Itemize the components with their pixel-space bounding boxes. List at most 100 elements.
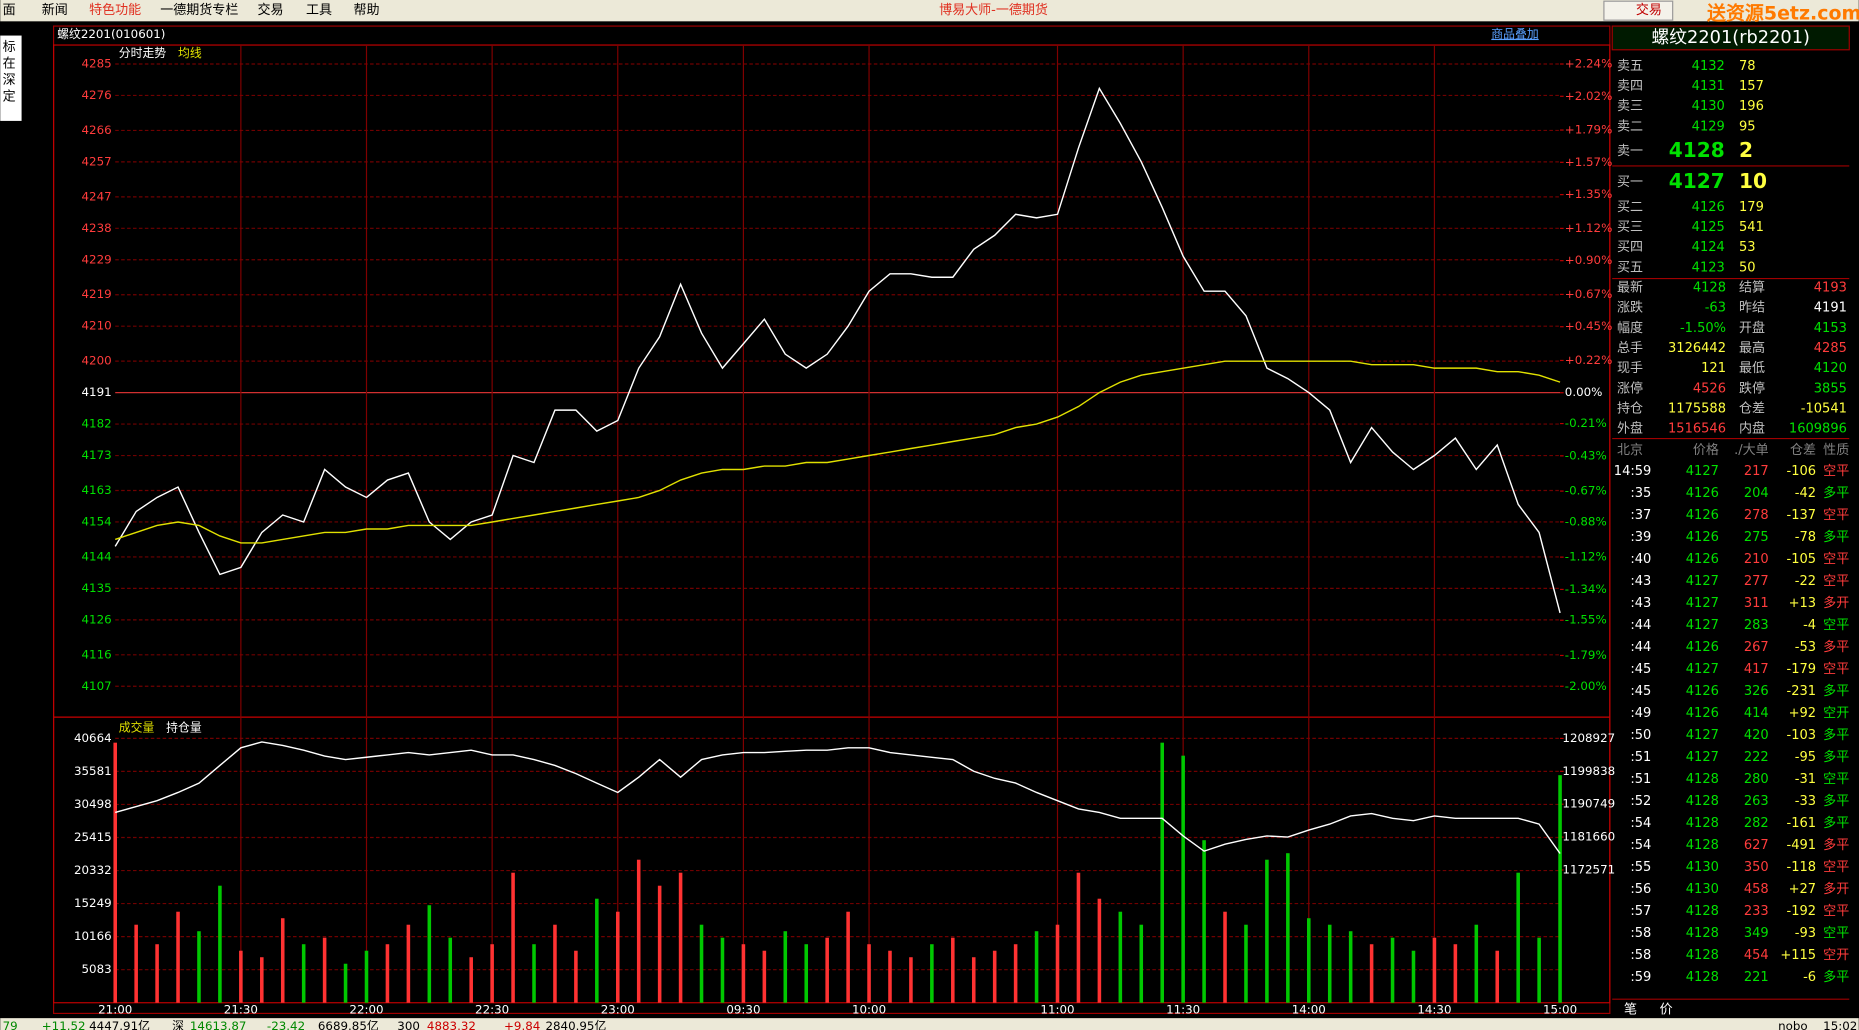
overlay-button[interactable]: 商品叠加 xyxy=(1491,27,1538,41)
list-cell: 311 xyxy=(1744,596,1769,611)
status-item: 6689.85亿 xyxy=(318,1019,379,1030)
list-cell: 283 xyxy=(1744,618,1769,633)
list-header: 价格 xyxy=(1693,442,1719,458)
volume-bar xyxy=(783,931,788,1003)
book-price: 4126 xyxy=(1692,200,1725,215)
list-cell: 263 xyxy=(1744,794,1769,809)
list-tab[interactable]: 价 xyxy=(1660,1002,1673,1017)
volume-bar xyxy=(1202,840,1206,1003)
list-cell: 空平 xyxy=(1823,464,1849,479)
menu-item[interactable]: 新闻 xyxy=(42,2,68,18)
list-cell: 275 xyxy=(1744,530,1769,545)
y2-tick-label: 1181660 xyxy=(1562,830,1615,844)
list-cell: 4128 xyxy=(1686,816,1719,831)
menu-item[interactable]: 帮助 xyxy=(353,3,379,18)
list-cell: :51 xyxy=(1630,750,1651,765)
book-price: 4123 xyxy=(1692,260,1725,275)
list-cell: -231 xyxy=(1787,684,1817,699)
menu-item[interactable]: 交易 xyxy=(257,2,283,18)
list-cell: 222 xyxy=(1744,750,1769,765)
y2-tick-label: 1190749 xyxy=(1562,797,1615,811)
list-cell: 多平 xyxy=(1823,683,1849,699)
list-cell: 4127 xyxy=(1686,618,1719,633)
legend-entry: 成交量 xyxy=(119,720,155,734)
stat-value: 4193 xyxy=(1814,281,1847,296)
stat-value: 3126442 xyxy=(1668,341,1726,356)
book-label: 卖四 xyxy=(1617,79,1643,94)
stat-label: 结算 xyxy=(1739,281,1765,296)
menu-item[interactable]: 一德期货专栏 xyxy=(160,2,238,18)
list-cell: 多平 xyxy=(1823,969,1849,985)
list-header: 性质 xyxy=(1823,443,1849,458)
stat-label: 现手 xyxy=(1617,361,1643,376)
list-cell: 4128 xyxy=(1686,948,1719,963)
list-cell: 349 xyxy=(1744,926,1769,941)
list-cell: :39 xyxy=(1630,530,1651,545)
volume-bar xyxy=(1474,924,1479,1003)
y-tick-label: 4191 xyxy=(82,385,112,399)
book-price: 4127 xyxy=(1669,169,1725,193)
volume-bar xyxy=(804,944,809,1003)
list-header: 仓差 xyxy=(1790,443,1816,458)
volume-bar xyxy=(113,742,117,1003)
y-tick-label: 5083 xyxy=(82,962,112,976)
menu-item[interactable]: 工具 xyxy=(306,3,332,18)
volume-bar xyxy=(930,944,934,1003)
list-cell: 280 xyxy=(1744,772,1769,787)
menu-item[interactable]: 特色功能 xyxy=(89,2,141,18)
list-cell: +92 xyxy=(1789,706,1816,721)
list-cell: -192 xyxy=(1787,904,1817,919)
y2-tick-label: -1.79% xyxy=(1565,648,1607,662)
list-cell: 458 xyxy=(1744,882,1769,897)
status-item: -23.42 xyxy=(267,1019,305,1030)
volume-bar xyxy=(1495,950,1500,1003)
list-cell: 多平 xyxy=(1823,837,1849,853)
volume-bar xyxy=(971,957,976,1003)
list-cell: -53 xyxy=(1795,640,1816,655)
list-cell: :49 xyxy=(1630,706,1651,721)
y-tick-label: 4182 xyxy=(82,417,112,431)
book-price: 4132 xyxy=(1692,59,1725,74)
volume-bar xyxy=(1307,918,1311,1003)
volume-bar xyxy=(1516,872,1520,1003)
volume-bar xyxy=(888,950,892,1003)
trade-button[interactable] xyxy=(1603,0,1674,21)
y-tick-label: 30498 xyxy=(74,797,112,811)
status-item: 14613.87 xyxy=(190,1019,247,1030)
status-item: 深 xyxy=(172,1019,184,1030)
list-cell: :43 xyxy=(1630,596,1651,611)
x-tick-label: 11:30 xyxy=(1166,1002,1200,1016)
book-volume: 10 xyxy=(1739,169,1767,193)
volume-bar xyxy=(1244,924,1248,1003)
list-cell: 4127 xyxy=(1686,750,1719,765)
list-cell: 空平 xyxy=(1823,508,1849,523)
list-cell: 多开 xyxy=(1823,881,1849,897)
status-item: 2840.95亿 xyxy=(545,1019,606,1030)
list-cell: :57 xyxy=(1630,904,1651,919)
y-tick-label: 4107 xyxy=(82,679,112,693)
volume-bar xyxy=(197,931,201,1003)
list-cell: -6 xyxy=(1803,970,1816,985)
list-tab[interactable]: 笔 xyxy=(1624,1001,1637,1017)
volume-bar xyxy=(553,924,557,1003)
list-cell: +13 xyxy=(1789,596,1816,611)
legend-entry: 均线 xyxy=(178,46,202,60)
contract-label: 螺纹2201(010601) xyxy=(57,27,165,41)
menu-bar xyxy=(0,0,1859,22)
volume-bar xyxy=(615,911,620,1003)
volume-bar xyxy=(678,872,683,1003)
menu-item[interactable]: 面 xyxy=(3,3,16,18)
list-cell: 282 xyxy=(1744,816,1769,831)
trade-label[interactable]: 交易 xyxy=(1636,2,1662,18)
book-volume: 53 xyxy=(1739,240,1756,255)
status-item: 4883.32 xyxy=(427,1019,476,1030)
stat-label: 外盘 xyxy=(1617,421,1643,437)
y2-tick-label: +0.22% xyxy=(1565,353,1613,367)
list-cell: :54 xyxy=(1630,838,1651,853)
list-cell: 空平 xyxy=(1823,552,1849,567)
list-cell: 空平 xyxy=(1823,618,1849,633)
x-tick-label: 21:30 xyxy=(224,1002,258,1016)
list-cell: 4128 xyxy=(1686,926,1719,941)
legend-entry: 分时走势 xyxy=(119,46,167,60)
list-cell: 空平 xyxy=(1823,662,1849,677)
